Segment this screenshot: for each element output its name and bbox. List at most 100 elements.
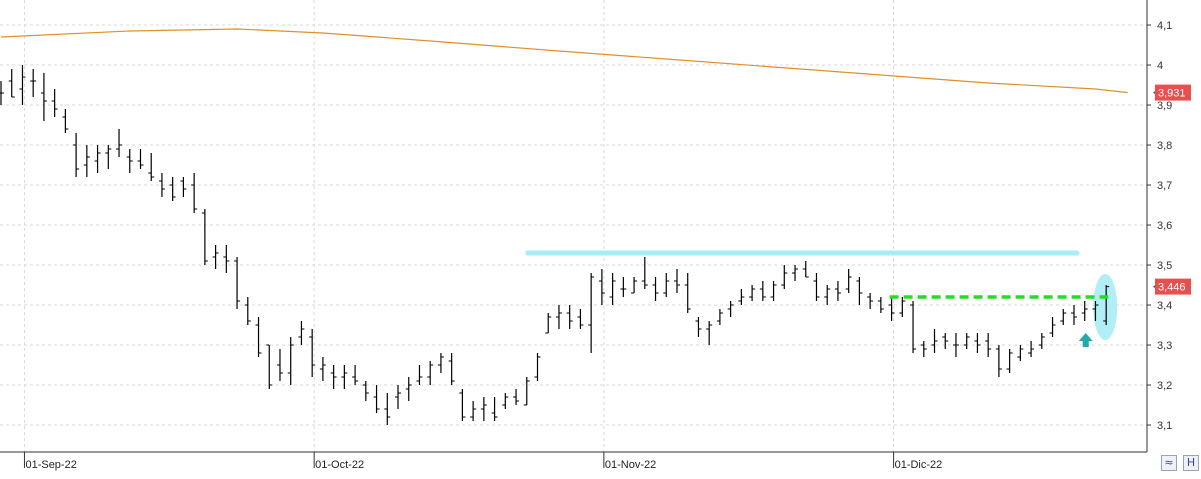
ohlc-bar — [373, 385, 380, 413]
ohlc-bar — [942, 333, 949, 349]
highlight-ellipse — [1093, 274, 1118, 340]
ohlc-bar — [470, 401, 477, 421]
ohlc-bar — [1038, 333, 1045, 349]
ohlc-bar — [523, 377, 530, 406]
ohlc-bar — [384, 393, 391, 425]
y-tick-label: 4,1 — [1157, 20, 1172, 32]
ohlc-bar — [824, 285, 831, 305]
ohlc-bar — [427, 361, 434, 385]
ohlc-bar — [845, 269, 852, 293]
ohlc-bar — [276, 349, 283, 381]
x-tick-label: 01-Nov-22 — [605, 459, 656, 471]
ohlc-bar — [319, 357, 326, 381]
ohlc-bar — [545, 313, 552, 334]
ohlc-bar — [952, 333, 959, 357]
ohlc-bar — [534, 353, 541, 381]
ohlc-bar — [1017, 345, 1024, 361]
ohlc-bar — [974, 333, 981, 353]
ohlc-bar — [244, 297, 251, 325]
ohlc-bar — [620, 277, 627, 297]
ohlc-bar — [352, 365, 359, 385]
ohlc-bar — [83, 145, 90, 177]
ohlc-bar — [105, 145, 112, 169]
grid-lines — [0, 0, 1147, 452]
ohlc-bar — [40, 73, 47, 121]
ohlc-bar — [169, 177, 176, 201]
ohlc-bar — [588, 273, 595, 353]
ohlc-bar — [30, 69, 37, 97]
zoom-scale-icon[interactable]: ≈ — [1161, 455, 1177, 471]
ohlc-bar — [802, 261, 809, 278]
ohlc-bar — [341, 365, 348, 389]
ohlc-bar — [555, 305, 562, 329]
ohlc-bar — [641, 257, 648, 289]
axes: 4,1 4 3,9 3,8 3,7 3,6 3,5 3,4 3,3 3,2 3,1 01-Sep-22… — [0, 0, 1191, 471]
ohlc-bar — [1092, 301, 1099, 321]
ohlc-bar — [491, 397, 498, 421]
ohlc-bar — [963, 333, 970, 349]
ohlc-bar — [212, 245, 219, 269]
ohlc-bar — [867, 293, 874, 309]
ohlc-bar — [631, 277, 638, 294]
ohlc-bar — [148, 153, 155, 181]
ohlc-bar — [309, 329, 316, 377]
y-tick-label: 4 — [1157, 60, 1163, 72]
ohlc-bar — [94, 145, 101, 173]
ohlc-bar — [255, 317, 262, 357]
ohlc-bar — [759, 281, 766, 301]
y-tick-label: 3,3 — [1157, 340, 1172, 352]
price-badge-label: 3,446 — [1158, 282, 1186, 294]
ohlc-bar — [609, 273, 616, 305]
ohlc-bar — [792, 265, 799, 281]
ohlc-bar — [899, 297, 906, 317]
y-tick-label: 3,1 — [1157, 420, 1172, 432]
ohlc-bar — [781, 265, 788, 289]
ohlc-bar — [716, 309, 723, 325]
ohlc-bar — [856, 277, 863, 305]
ohlc-bar — [448, 353, 455, 385]
ohlc-bar — [1071, 305, 1077, 325]
ohlc-bar — [1049, 317, 1056, 337]
ohlc-bar — [234, 257, 241, 309]
ohlc-bar — [1006, 349, 1013, 373]
ohlc-bar — [266, 344, 273, 389]
ohlc-bar — [695, 317, 702, 337]
y-tick-label: 3,7 — [1157, 180, 1172, 192]
ohlc-bar — [652, 277, 659, 301]
ohlc-bar — [395, 385, 402, 409]
ohlc-bar — [180, 177, 187, 197]
ohlc-bar — [985, 333, 992, 357]
ohlc-bar — [19, 65, 26, 105]
ohlc-bar — [287, 337, 294, 385]
annotations — [889, 295, 1109, 347]
price-badge-label: 3,931 — [1158, 88, 1186, 100]
ohlc-bar — [8, 69, 15, 98]
ohlc-bar — [330, 365, 337, 389]
ohlc-bar — [931, 329, 938, 353]
y-tick-label: 3,9 — [1157, 100, 1172, 112]
ohlc-bar — [1081, 301, 1088, 321]
ohlc-bar — [566, 305, 573, 329]
y-tick-label: 3,4 — [1157, 300, 1172, 312]
ohlc-bar — [502, 393, 509, 409]
h-toggle-icon[interactable]: H — [1183, 455, 1199, 471]
ohlc-bars — [0, 65, 1110, 425]
ohlc-bar — [223, 245, 230, 273]
ohlc-bar — [706, 321, 713, 345]
ohlc-bar — [834, 281, 841, 301]
x-tick-label: 01-Sep-22 — [25, 459, 76, 471]
ohlc-bar — [1103, 285, 1110, 325]
y-tick-label: 3,8 — [1157, 140, 1172, 152]
ohlc-bar — [684, 273, 691, 313]
ohlc-bar — [877, 297, 884, 313]
ohlc-bar — [459, 389, 466, 421]
x-tick-label: 01-Oct-22 — [315, 459, 364, 471]
y-tick-label: 3,6 — [1157, 220, 1172, 232]
ohlc-bar — [910, 301, 917, 353]
ohlc-bar — [405, 377, 412, 401]
ohlc-bar — [416, 365, 423, 385]
up-arrow-icon — [1078, 333, 1093, 347]
ohlc-bar — [813, 273, 820, 301]
ohlc-bar — [51, 89, 58, 117]
ohlc-bar — [749, 285, 756, 301]
